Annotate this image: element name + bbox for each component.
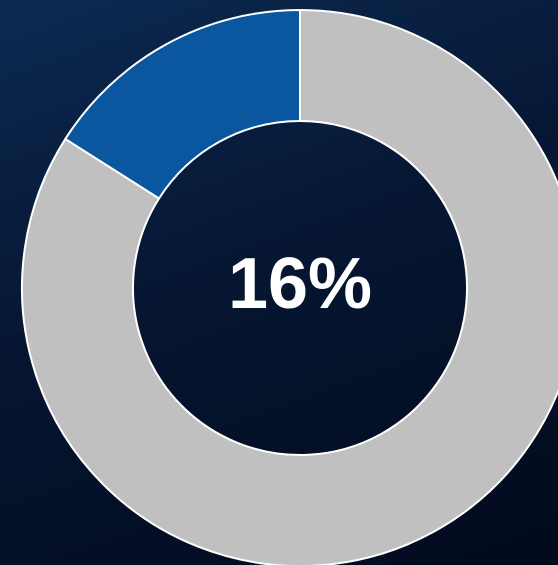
donut-slice xyxy=(21,8,558,565)
donut-slice xyxy=(63,8,301,200)
center-label: 16% xyxy=(228,244,372,324)
